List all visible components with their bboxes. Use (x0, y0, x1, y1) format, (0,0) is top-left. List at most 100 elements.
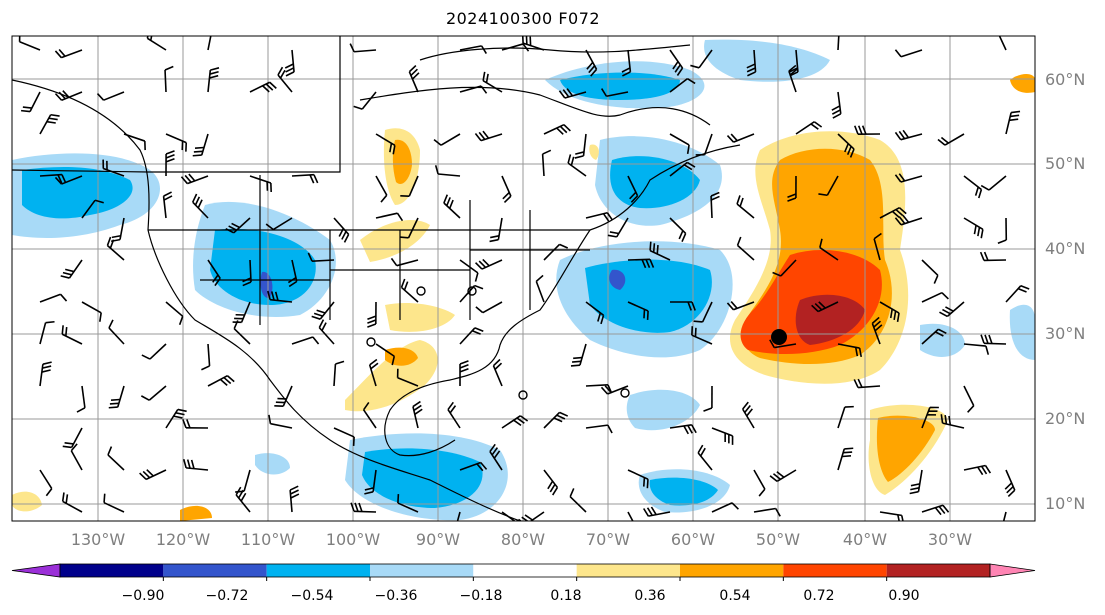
wind-barb-feather (606, 212, 614, 221)
wind-barb-staff (375, 212, 398, 219)
wind-barb-staff (311, 259, 335, 262)
wind-barb-feather (354, 502, 359, 512)
wind-barb-feather (434, 165, 439, 175)
wind-barb-feather (739, 197, 744, 207)
wind-barb-staff (397, 376, 419, 387)
wind-barb-staff (753, 507, 776, 513)
wind-barb-feather (165, 154, 175, 159)
wind-barb-feather (686, 144, 690, 154)
lat-labels: 60°N 50°N 40°N 30°N 20°N 10°N (1045, 70, 1085, 513)
wind-barb-feather (54, 50, 62, 59)
wind-barb-feather (818, 301, 826, 309)
wind-barb-feather (942, 504, 950, 513)
wind-barb-feather (110, 398, 121, 401)
wind-barb-feather (646, 479, 649, 489)
wind-barb-feather (726, 134, 735, 143)
wind-barb-feather (597, 312, 602, 322)
wind-barb-staff (39, 322, 47, 345)
wind-barb-feather (111, 234, 121, 239)
wind-barb-feather (978, 189, 983, 199)
wind-barb-feather (149, 36, 153, 41)
wind-barb-feather (107, 446, 113, 456)
wind-barb-feather (493, 450, 501, 459)
wind-barb-feather (96, 93, 105, 101)
wind-barb-feather (933, 274, 939, 284)
wind-barb-feather (552, 487, 559, 496)
wind-barb-feather (471, 330, 481, 335)
wind-barb-feather (632, 531, 638, 538)
wind-barb-feather (857, 378, 863, 388)
wind-barb-staff (407, 217, 419, 239)
wind-barb-feather (22, 106, 32, 109)
wind-barb-feather (180, 176, 188, 185)
wind-barb-feather (274, 291, 279, 301)
wind-barb-feather (403, 281, 409, 291)
wind-barb-feather (482, 71, 486, 81)
wind-barb-feather (944, 414, 948, 425)
wind-barb-feather (364, 487, 374, 491)
wind-barb-feather (367, 319, 377, 324)
wind-barb-feather (681, 233, 687, 243)
wind-barb-staff (998, 36, 1007, 51)
wind-barb-feather (163, 191, 172, 197)
wind-barb-feather (186, 459, 191, 469)
wind-barb-feather (62, 445, 72, 449)
wind-barb-feather (909, 490, 919, 495)
lon-label: 100°W (326, 530, 381, 549)
wind-barb-feather (547, 480, 554, 490)
wind-barb-feather (894, 131, 902, 141)
wind-barb-feather (600, 315, 605, 325)
wind-barb-feather (841, 455, 852, 458)
wind-barb-feather (941, 292, 949, 300)
wind-barb-feather (197, 199, 203, 209)
wind-barb-feather (209, 70, 219, 75)
wind-barb-feather (482, 258, 490, 267)
wind-barb-feather (742, 401, 749, 410)
wind-barb-staff (149, 343, 167, 360)
wind-barb-staff (233, 328, 251, 345)
wind-barb-feather (586, 61, 594, 70)
wind-barb-feather (480, 462, 488, 470)
wind-barb-feather (691, 424, 697, 434)
wind-barb-feather (201, 365, 210, 371)
wind-barb-feather (20, 109, 31, 113)
wind-barb-feather (235, 486, 242, 496)
wind-barb-feather (549, 483, 556, 493)
wind-barb-feather (656, 244, 659, 255)
graticule (12, 36, 1035, 521)
wind-barb-feather (894, 174, 902, 183)
wind-barb-feather (489, 238, 499, 243)
wind-barb-feather (535, 274, 544, 282)
wind-barb-feather (62, 271, 72, 276)
wind-barb-feather (307, 252, 313, 262)
wind-barb-staff (354, 49, 377, 53)
wind-barb-staff (207, 36, 212, 51)
wind-barb-feather (70, 443, 78, 452)
wind-barb-feather (998, 27, 1004, 33)
wind-barb-feather (630, 195, 639, 203)
wind-barb-feather (558, 90, 566, 99)
wind-barb-feather (813, 121, 823, 128)
colorbar-tick-label: −0.36 (375, 588, 418, 604)
wind-barb-staff (543, 243, 561, 261)
wind-barb-feather (313, 174, 319, 184)
wind-barb-feather (369, 358, 378, 366)
wind-barb-feather (736, 236, 742, 246)
wind-barb-staff (900, 49, 923, 58)
wind-barb-feather (380, 194, 388, 203)
wind-barb-feather (726, 302, 734, 311)
wind-barb-feather (519, 415, 529, 422)
wind-barb-feather (443, 194, 449, 204)
wind-barb-feather (787, 197, 797, 202)
wind-barb-staff (669, 78, 688, 93)
wind-barb-feather (46, 120, 56, 124)
wind-barb-feather (559, 411, 569, 417)
wind-barb-feather (979, 251, 985, 261)
wind-barb-feather (891, 210, 900, 218)
colorbar-tick-label: −0.90 (122, 588, 165, 604)
wind-barb-feather (194, 196, 201, 206)
wind-barb-feather (893, 310, 897, 321)
wind-barb-feather (106, 236, 112, 246)
wind-barb-feather (177, 408, 187, 413)
wind-barb-feather (678, 230, 684, 240)
